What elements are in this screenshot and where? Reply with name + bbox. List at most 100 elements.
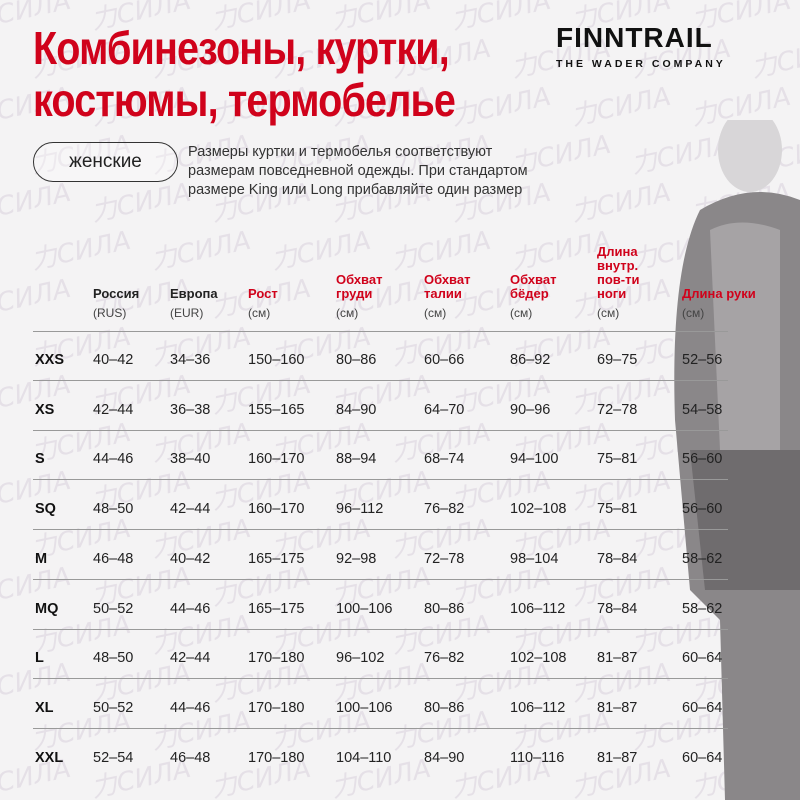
table-cell: 92–98 [336, 550, 377, 567]
table-row: MQ 50–52 44–46 165–175 100–106 80–86 106–112 78… [0, 601, 800, 621]
table-cell: 46–48 [170, 749, 211, 766]
table-cell: 40–42 [170, 550, 211, 567]
table-cell: 42–44 [93, 401, 134, 418]
table-cell: 86–92 [510, 352, 551, 368]
column-label: Обхват талии [424, 272, 471, 301]
table-cell: 50–52 [93, 600, 134, 617]
category-pill[interactable]: женские [33, 142, 178, 182]
table-cell: 96–112 [336, 501, 384, 518]
table-cell: 52–54 [93, 749, 134, 766]
table-cell: 34–36 [170, 352, 211, 368]
table-cell: 80–86 [424, 699, 465, 716]
model-photo [674, 120, 800, 800]
table-cell: 100–106 [336, 699, 393, 716]
table-cell: 72–78 [597, 401, 638, 418]
table-cell: 88–94 [336, 451, 377, 468]
table-cell: 165–175 [248, 550, 305, 567]
column-header: Обхват бёдер (см) [510, 272, 590, 321]
table-cell: 42–44 [170, 650, 211, 667]
table-cell: 60–64 [682, 650, 723, 667]
size-label: XS [35, 401, 55, 418]
table-cell: 56–60 [682, 501, 723, 518]
table-cell: 36–38 [170, 401, 211, 418]
table-cell: 69–75 [597, 352, 638, 368]
table-cell: 110–116 [510, 749, 565, 766]
row-divider [33, 727, 728, 729]
table-cell: 155–165 [248, 401, 305, 418]
table-cell: 44–46 [93, 451, 134, 468]
table-cell: 46–48 [93, 550, 134, 567]
table-cell: 81–87 [597, 749, 638, 766]
column-header: Россия (RUS) [93, 286, 173, 321]
column-label: Обхват груди [336, 272, 383, 301]
table-row: XS 42–44 36–38 155–165 84–90 64–70 90–96 72–78 5… [0, 402, 800, 422]
table-cell: 58–62 [682, 600, 723, 617]
table-cell: 78–84 [597, 550, 638, 567]
column-unit: (см) [510, 306, 533, 320]
column-unit: (см) [336, 306, 359, 320]
table-cell: 58–62 [682, 550, 723, 567]
column-header: Рост (см) [248, 286, 328, 321]
table-cell: 78–84 [597, 600, 638, 617]
table-cell: 64–70 [424, 401, 465, 418]
table-cell: 94–100 [510, 451, 559, 468]
table-cell: 38–40 [170, 451, 211, 468]
table-cell: 81–87 [597, 650, 638, 667]
column-unit: (EUR) [170, 306, 204, 320]
table-cell: 84–90 [336, 401, 377, 418]
table-cell: 84–90 [424, 749, 465, 766]
column-header: Обхват груди (см) [336, 272, 416, 321]
row-divider [33, 628, 728, 630]
table-row: M 46–48 40–42 165–175 92–98 72–78 98–104 78–84 5… [0, 551, 800, 571]
table-cell: 80–86 [424, 600, 465, 617]
table-cell: 170–180 [248, 749, 305, 766]
size-label: MQ [35, 600, 59, 617]
table-row: L 48–50 42–44 170–180 96–102 76–82 102–108 81–8… [0, 650, 800, 670]
row-divider [33, 479, 728, 481]
column-header: Европа (EUR) [170, 287, 250, 321]
table-cell: 76–82 [424, 650, 465, 667]
table-cell: 44–46 [170, 699, 211, 716]
table-cell: 102–108 [510, 650, 567, 667]
table-cell: 40–42 [93, 352, 134, 368]
table-row: SQ 48–50 42–44 160–170 96–112 76–82 102–108 75–… [0, 501, 800, 521]
table-cell: 81–87 [597, 699, 638, 716]
table-row: XXL 52–54 46–48 170–180 104–110 84–90 110–116 8… [0, 750, 800, 770]
row-divider [33, 678, 728, 680]
size-label: XXL [35, 749, 64, 766]
row-divider [33, 578, 728, 580]
logo-tagline: THE WADER COMPANY [556, 58, 726, 70]
column-label: Обхват бёдер [510, 272, 557, 301]
table-cell: 160–170 [248, 451, 305, 468]
table-cell: 106–112 [510, 600, 566, 617]
title-line-1: Комбинезоны, куртки, [33, 22, 450, 74]
column-unit: (RUS) [93, 306, 127, 320]
table-cell: 170–180 [248, 699, 305, 716]
table-cell: 52–56 [682, 352, 723, 368]
column-unit: (см) [597, 306, 620, 320]
column-label: Рост [248, 286, 278, 301]
row-divider [33, 331, 728, 332]
size-label: S [35, 451, 45, 468]
watermark-text: 力СИЛА [448, 0, 554, 37]
column-unit: (см) [248, 306, 271, 320]
column-label: Россия [93, 286, 140, 301]
table-cell: 72–78 [424, 550, 465, 567]
table-cell: 170–180 [248, 650, 305, 667]
title-line-2: костюмы, термобелье [33, 74, 456, 126]
column-label: Длина руки [682, 286, 756, 301]
table-cell: 96–102 [336, 650, 385, 667]
table-cell: 54–58 [682, 401, 723, 418]
table-cell: 80–86 [336, 352, 377, 368]
logo-brand: FINNTRAIL [556, 22, 713, 53]
table-cell: 60–64 [682, 699, 723, 716]
table-cell: 42–44 [170, 501, 211, 518]
table-cell: 165–175 [248, 600, 305, 617]
size-label: L [35, 650, 44, 667]
table-cell: 60–64 [682, 749, 723, 766]
watermark-text: 力СИЛА [748, 33, 800, 85]
table-row: XL 50–52 44–46 170–180 100–106 80–86 106–112 81… [0, 700, 800, 720]
page-title: Комбинезоны, куртки, костюмы, термобелье [33, 22, 456, 126]
table-cell: 106–112 [510, 699, 566, 716]
size-label: M [35, 550, 48, 567]
